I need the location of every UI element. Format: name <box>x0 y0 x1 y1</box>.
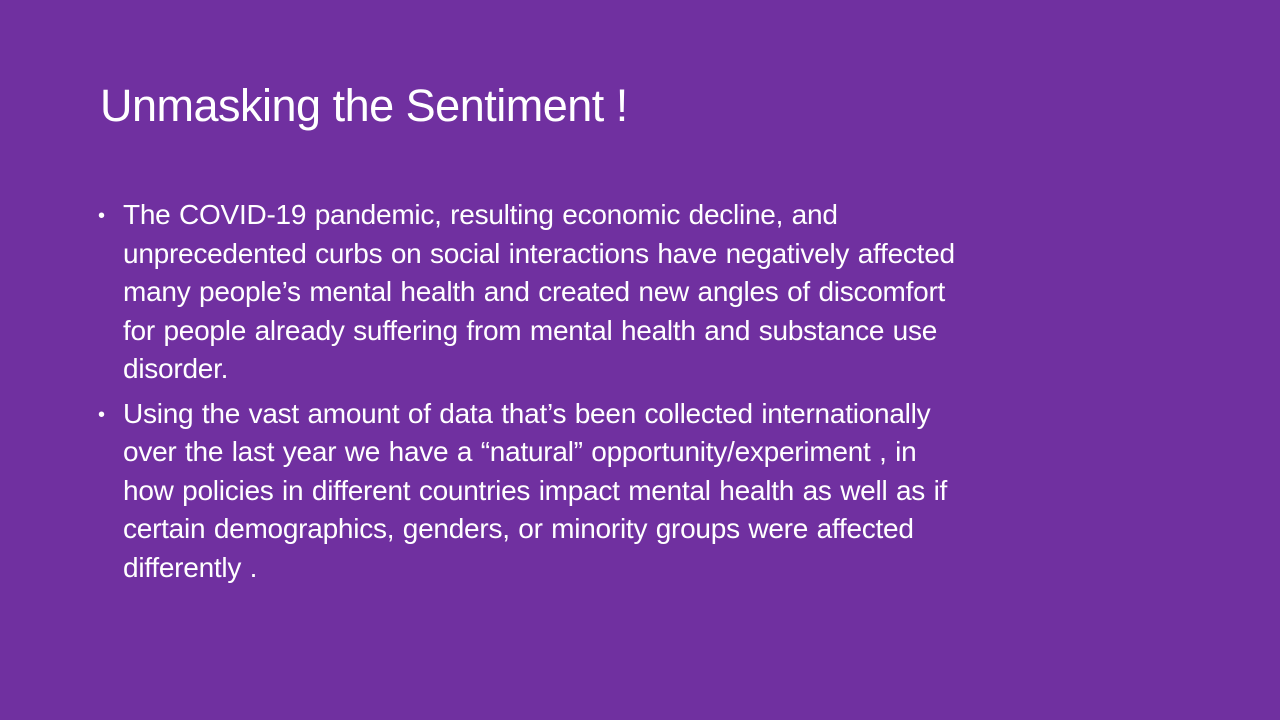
bullet-text-line: certain demographics, genders, or minori… <box>123 513 914 544</box>
bullet-item: • Using the vast amount of data that’s b… <box>98 395 1178 588</box>
bullet-text-line: many people’s mental health and created … <box>123 276 946 307</box>
bullet-text-line: for people already suffering from mental… <box>123 314 938 346</box>
bullet-icon: • <box>98 403 106 426</box>
bullet-text-line: Using the vast amount of data that’s bee… <box>123 397 931 429</box>
bullet-item: • The COVID-19 pandemic, resulting econo… <box>98 196 1178 389</box>
bullet-text-line: disorder. <box>123 353 229 384</box>
bullet-icon: • <box>98 205 106 227</box>
bullet-text-line: The COVID-19 pandemic, resulting economi… <box>123 199 838 230</box>
bullet-text-line: how policies in different countries impa… <box>123 474 948 506</box>
bullet-text-line: unprecedented curbs on social interactio… <box>123 237 955 269</box>
bullet-text-line: differently . <box>123 551 258 583</box>
bullet-text-line: over the last year we have a “natural” o… <box>123 436 917 467</box>
slide-title: Unmasking the Sentiment ! <box>100 80 628 131</box>
bullet-list: • The COVID-19 pandemic, resulting econo… <box>98 196 1178 593</box>
